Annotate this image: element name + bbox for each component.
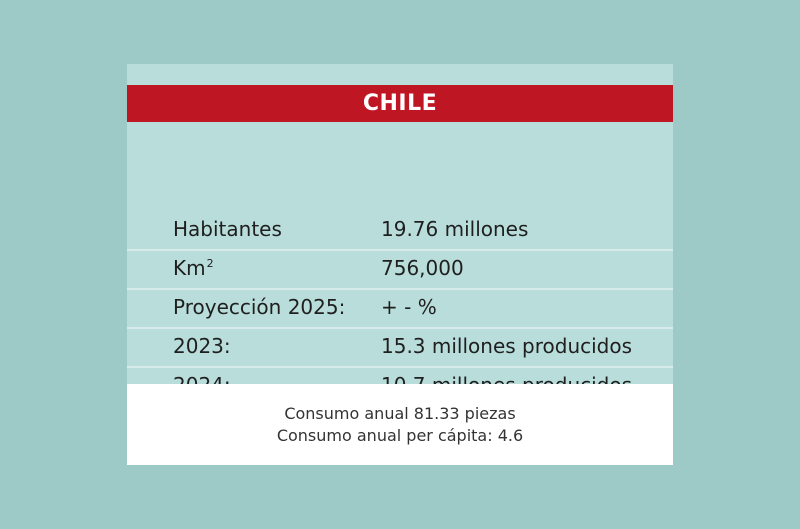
stat-label: 2023: bbox=[173, 334, 231, 358]
stat-row-area: Km2 756,000 bbox=[127, 249, 673, 290]
stat-row-proyeccion: Proyección 2025: + - % bbox=[127, 288, 673, 329]
country-info-card: CHILE Habitantes 19.76 millones Km2 756,… bbox=[127, 64, 673, 465]
stat-value: + - % bbox=[381, 295, 437, 319]
stat-label: Proyección 2025: bbox=[173, 295, 346, 319]
stat-value: 756,000 bbox=[381, 256, 464, 280]
stat-label-superscript: 2 bbox=[206, 257, 214, 271]
stat-row-habitantes: Habitantes 19.76 millones bbox=[127, 210, 673, 251]
country-title: CHILE bbox=[127, 85, 673, 122]
stat-label: Km2 bbox=[173, 256, 214, 280]
stat-value: 15.3 millones producidos bbox=[381, 334, 633, 358]
consumption-per-capita: Consumo anual per cápita: 4.6 bbox=[276, 426, 524, 445]
stat-value: 19.76 millones bbox=[381, 217, 529, 241]
consumption-footer: Consumo anual 81.33 piezas Consumo anual… bbox=[127, 384, 673, 465]
stat-row-2023: 2023: 15.3 millones producidos bbox=[127, 327, 673, 368]
stat-label-text: Km bbox=[173, 256, 206, 280]
stat-label: Habitantes bbox=[173, 217, 282, 241]
consumption-annual: Consumo anual 81.33 piezas bbox=[284, 404, 516, 423]
